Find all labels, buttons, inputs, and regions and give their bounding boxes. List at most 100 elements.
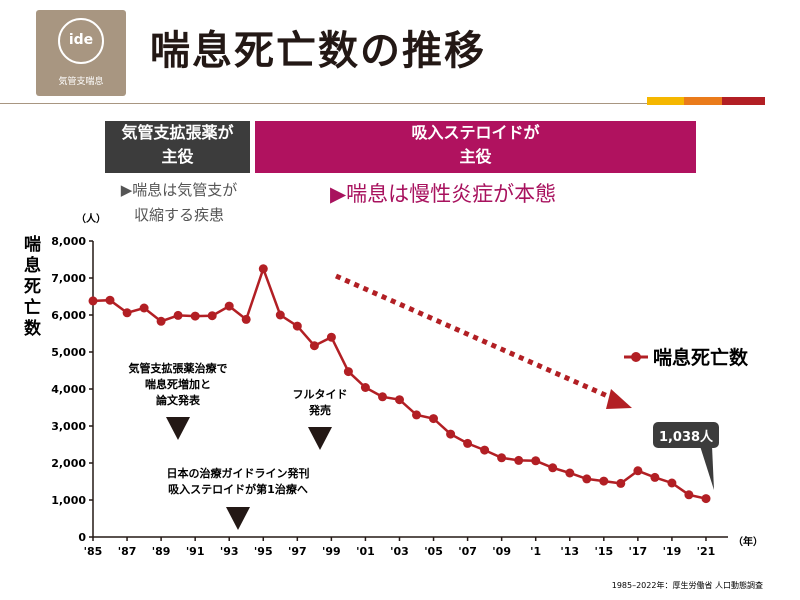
annotation-3-arrow-icon (226, 507, 250, 530)
bronchodilator-era-box: 気管支拡張薬が 主役 (105, 121, 250, 173)
data-point (173, 310, 183, 320)
x-tick-label: '03 (390, 545, 409, 558)
data-point (548, 463, 558, 473)
x-tick-label: '99 (322, 545, 341, 558)
y-tick-label: 3,000 (51, 420, 86, 433)
data-point (258, 264, 268, 274)
x-tick-label: '09 (492, 545, 511, 558)
annotation-2-line2: 発売 (308, 403, 331, 417)
callout-label: 1,038人 (659, 429, 714, 445)
data-point (531, 456, 541, 466)
data-point (241, 314, 251, 324)
legend: 喘息死亡数 (624, 346, 749, 369)
data-point (412, 410, 421, 420)
x-tick-label: '13 (560, 545, 579, 558)
data-point (275, 310, 285, 320)
annotation-1-line1: 気管支拡張薬治療で (129, 361, 228, 375)
data-point (309, 341, 319, 351)
y-tick-label: 5,000 (51, 346, 86, 359)
downtrend-arrowhead (606, 389, 632, 409)
annotation-1-line2: 喘息死増加と (145, 377, 211, 391)
y-tick-label: 8,000 (51, 235, 86, 248)
x-tick-label: '85 (84, 545, 103, 558)
logo-circle-icon (58, 18, 104, 64)
annotation-3-line1: 日本の治療ガイドライン発刊 (167, 466, 310, 480)
callout-pointer (700, 446, 714, 490)
data-point (514, 455, 524, 465)
data-point (139, 303, 149, 313)
x-tick-label: '01 (356, 545, 375, 558)
stripe-red (722, 97, 765, 105)
data-point (207, 311, 217, 321)
annotation-3: 日本の治療ガイドライン発刊 吸入ステロイドが第1治療へ (167, 466, 310, 530)
y-tick-label: 1,000 (51, 494, 86, 507)
right-box-line1: 吸入ステロイドが (411, 123, 540, 142)
data-point (599, 476, 609, 486)
data-point (701, 494, 711, 504)
legend-marker (631, 352, 641, 362)
data-point (480, 445, 490, 455)
left-box-line2: 主役 (161, 147, 194, 166)
annotation-2: フルタイド 発売 (293, 388, 348, 450)
x-axis-title: （年） (733, 535, 763, 548)
logo: ide 気管支喘息 (36, 10, 126, 96)
data-point (224, 301, 234, 311)
logo-mark: ide (68, 32, 94, 48)
x-tick-label: '91 (186, 545, 205, 558)
x-tick-label: '07 (458, 545, 477, 558)
right-note: ▶喘息は慢性炎症が本態 (330, 182, 557, 206)
data-point (650, 472, 660, 482)
data-point (684, 490, 694, 500)
data-point (292, 321, 302, 331)
data-point (360, 383, 370, 392)
data-point (88, 296, 98, 306)
data-point (156, 316, 166, 326)
x-tick-label: '15 (594, 545, 613, 558)
left-note-line2: 収縮する疾患 (133, 206, 224, 224)
data-point (463, 438, 473, 448)
data-point (633, 466, 643, 476)
inhaled-steroid-era-box: 吸入ステロイドが 主役 (255, 121, 696, 173)
y-ticks: 0 1,000 2,000 3,000 4,000 5,000 6,000 7,000 8,00… (51, 235, 93, 544)
x-tick-label: '95 (254, 545, 273, 558)
annotation-2-line1: フルタイド (293, 388, 348, 401)
data-point (565, 468, 575, 478)
data-point (326, 332, 336, 342)
annotation-1: 気管支拡張薬治療で 喘息死増加と 論文発表 (129, 361, 228, 440)
annotation-3-line2: 吸入ステロイドが第1治療へ (168, 482, 308, 496)
stripe-yellow (647, 97, 684, 105)
left-note-line1: ▶喘息は気管支が (120, 181, 238, 199)
x-tick-label: '1 (530, 545, 541, 558)
x-tick-label: '93 (220, 545, 239, 558)
page-title: 喘息死亡数の推移 (150, 28, 486, 74)
series-points (88, 264, 711, 504)
data-point (190, 311, 200, 321)
x-tick-label: '89 (152, 545, 171, 558)
data-point (497, 453, 507, 463)
data-point (616, 478, 626, 488)
y-tick-label: 2,000 (51, 457, 86, 470)
annotation-2-arrow-icon (308, 427, 332, 450)
data-point (429, 414, 438, 424)
value-callout: 1,038人 (653, 422, 719, 490)
left-box-line1: 気管支拡張薬が (121, 123, 234, 142)
right-box-line2: 主役 (459, 147, 492, 166)
data-point (395, 395, 404, 405)
x-tick-label: '05 (424, 545, 443, 558)
x-ticks: '85 '87 '89 '91 '93 '95 '97 '99 '01 '03 '05 '07 '09 '… (84, 537, 715, 558)
data-source: 1985–2022年：厚生労働省 人口動態調査 (612, 580, 763, 590)
y-tick-label: 0 (78, 531, 86, 544)
stripe-orange (684, 97, 722, 105)
data-point (582, 474, 592, 484)
x-tick-label: '19 (663, 545, 682, 558)
y-tick-label: 7,000 (51, 272, 86, 285)
logo-text: 気管支喘息 (58, 77, 104, 87)
annotation-1-arrow-icon (166, 417, 190, 440)
x-tick-label: '87 (118, 545, 137, 558)
x-tick-label: '17 (629, 545, 648, 558)
downtrend-arrow (334, 273, 614, 401)
y-axis-title: 喘息死亡数 (24, 234, 42, 339)
data-point (446, 429, 456, 439)
annotation-1-line3: 論文発表 (156, 393, 201, 407)
